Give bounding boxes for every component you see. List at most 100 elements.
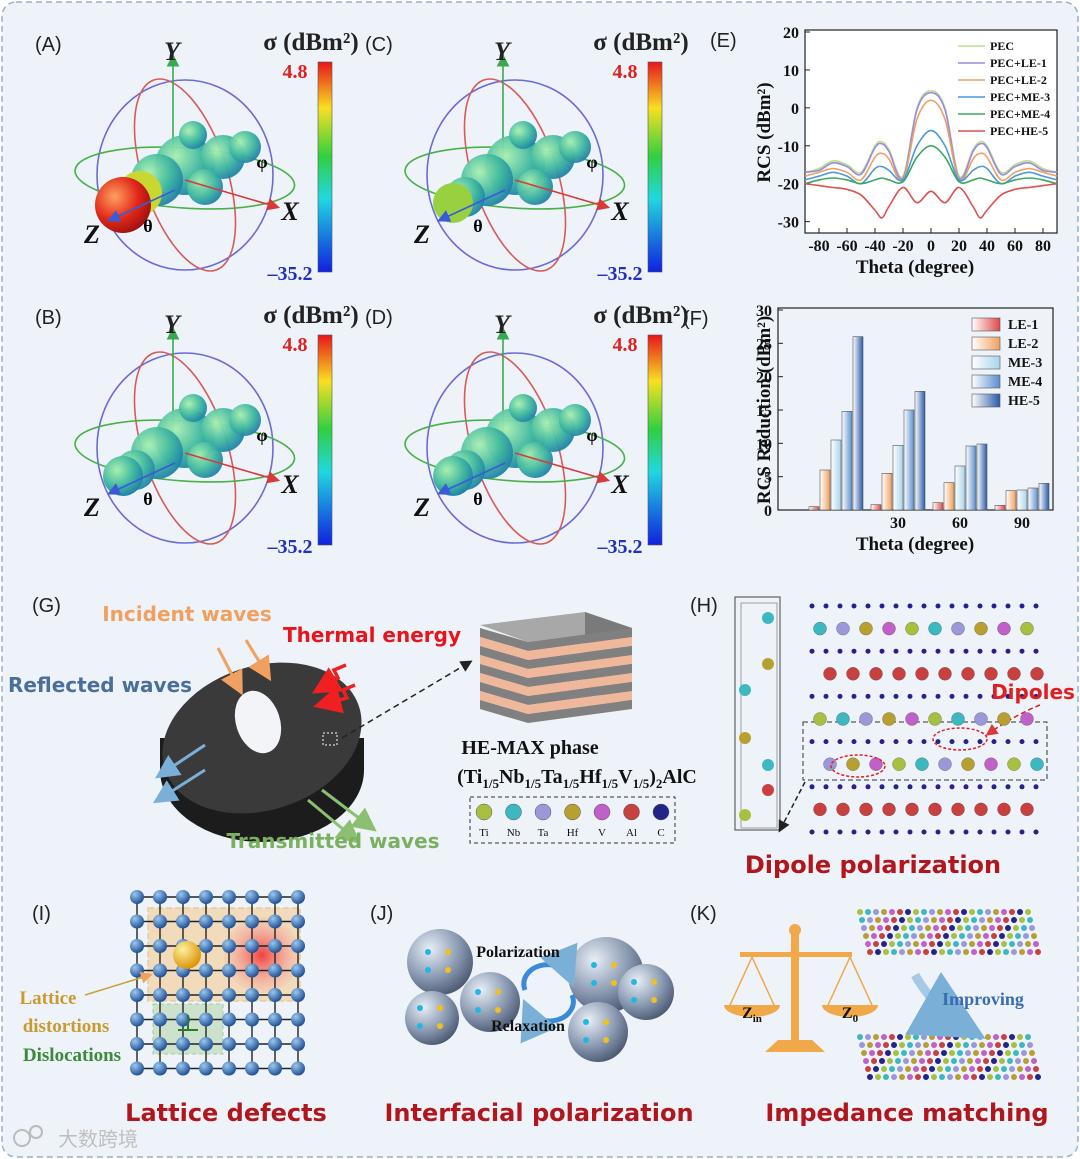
impedance-symbol: Z0 (842, 1005, 859, 1025)
carbon-atom (1019, 739, 1025, 745)
slab-atom (977, 941, 983, 947)
y-tick-label: 10 (783, 63, 799, 80)
slab-atom (943, 933, 949, 939)
carbon-atom (935, 829, 941, 835)
slab-atom (1001, 1066, 1007, 1072)
slab-atom (869, 925, 875, 931)
slab-atom (919, 1058, 925, 1064)
element-legend-box (469, 796, 676, 844)
slab-atom (875, 1074, 881, 1080)
slab-atom (879, 1058, 885, 1064)
axis-label: φ (256, 152, 267, 172)
bar (914, 391, 926, 511)
metal-atom (961, 667, 975, 681)
slab-atom (939, 949, 945, 955)
dislocations-label: Dislocations (23, 1045, 121, 1066)
y-tick-label: -20 (778, 177, 799, 194)
axis-label: φ (586, 425, 597, 445)
y-tick-label: 20 (756, 370, 772, 387)
slab-atom (937, 1066, 943, 1072)
polarization-label: Polarization (476, 944, 560, 961)
slab-atom (945, 909, 951, 915)
metal-atom (951, 712, 965, 726)
legend-label: PEC (990, 39, 1014, 53)
bar (870, 504, 882, 511)
slab-atom (995, 949, 1001, 955)
drawing-layer: Y X Z θ φ (A) σ (dBm²) 4.8 –35.2 Y X Z θ φ (B) σ (dBm²)… (8, 25, 1075, 1151)
slab-atom (1015, 1058, 1021, 1064)
slab-atom (1023, 933, 1029, 939)
phase-title: HE-MAX phase (461, 737, 598, 759)
lattice-atom (222, 1037, 236, 1051)
incident-arrow (244, 639, 272, 682)
metal-atom (938, 667, 952, 681)
axis-label: Z (83, 493, 100, 522)
lattice-atom (176, 1037, 190, 1051)
element-label: Hf (567, 827, 579, 839)
slab-atom (907, 917, 913, 923)
lattice-atom (199, 963, 213, 978)
lattice-atom (176, 1012, 190, 1027)
x-axis-arrow (514, 179, 611, 211)
carbon-atom (823, 784, 829, 790)
slab-atom (959, 1058, 965, 1064)
lattice-atom (222, 914, 236, 929)
carbon-atom (949, 648, 955, 654)
metal-atom (836, 712, 850, 726)
metal-atom (974, 802, 988, 817)
slab-atom (923, 1074, 929, 1080)
layer-stripe (480, 628, 632, 651)
unit-cell-back (740, 602, 778, 829)
lattice-atom (222, 963, 236, 978)
axis-label: θ (143, 216, 152, 236)
slab-atom (1031, 1058, 1037, 1064)
slab-atom (877, 925, 883, 931)
colorbar-max: 4.8 (613, 61, 638, 83)
reflected-arrow (152, 768, 206, 804)
formula-part: 1/5 (525, 776, 542, 791)
carbon-atom (865, 829, 871, 835)
metal-atom (892, 757, 906, 771)
slab-atom (1027, 1042, 1033, 1048)
charge (417, 1023, 423, 1029)
charge (445, 967, 451, 973)
impedance-main: Z (842, 1005, 853, 1022)
legend-swatch (971, 355, 1001, 370)
carbon-atom (935, 603, 941, 609)
slab-atom (961, 1034, 967, 1040)
lattice-atom (222, 1012, 236, 1027)
impedance-sub: in (753, 1013, 762, 1025)
metal-atom (928, 802, 942, 817)
carbon-atom (1005, 693, 1011, 699)
lattice-atom (245, 1037, 259, 1051)
colorbar (317, 61, 333, 273)
slab-atom (975, 1058, 981, 1064)
slab-atom (897, 1066, 903, 1072)
slab-atom (857, 909, 863, 915)
legend-label: PEC+ME-3 (990, 90, 1050, 104)
slab-atom (1007, 933, 1013, 939)
slab-atom (869, 1050, 875, 1056)
carbon-atom (921, 648, 927, 654)
slab-atom (873, 1034, 879, 1040)
slab-atom (1009, 1066, 1015, 1072)
colorbar-max: 4.8 (613, 334, 638, 356)
metal-atom (813, 621, 827, 636)
slab-atom (883, 949, 889, 955)
carbon-atom (949, 693, 955, 699)
slab-atom (857, 1034, 863, 1040)
charge (475, 989, 481, 995)
carbon-atom (809, 648, 815, 654)
colorbar-title: σ (dBm²) (593, 302, 688, 329)
y-tick-label: -30 (778, 215, 799, 232)
carbon-atom (851, 603, 857, 609)
slab-atom (903, 933, 909, 939)
radiation-lobe (187, 169, 223, 205)
slab-atom (953, 1034, 959, 1040)
relaxation-label: Relaxation (491, 1018, 565, 1035)
element-label: V (598, 827, 606, 839)
carbon-atom (879, 739, 885, 745)
lattice-atom (153, 1037, 167, 1051)
lattice-atom (153, 1061, 167, 1076)
plot-frame (804, 29, 1058, 234)
